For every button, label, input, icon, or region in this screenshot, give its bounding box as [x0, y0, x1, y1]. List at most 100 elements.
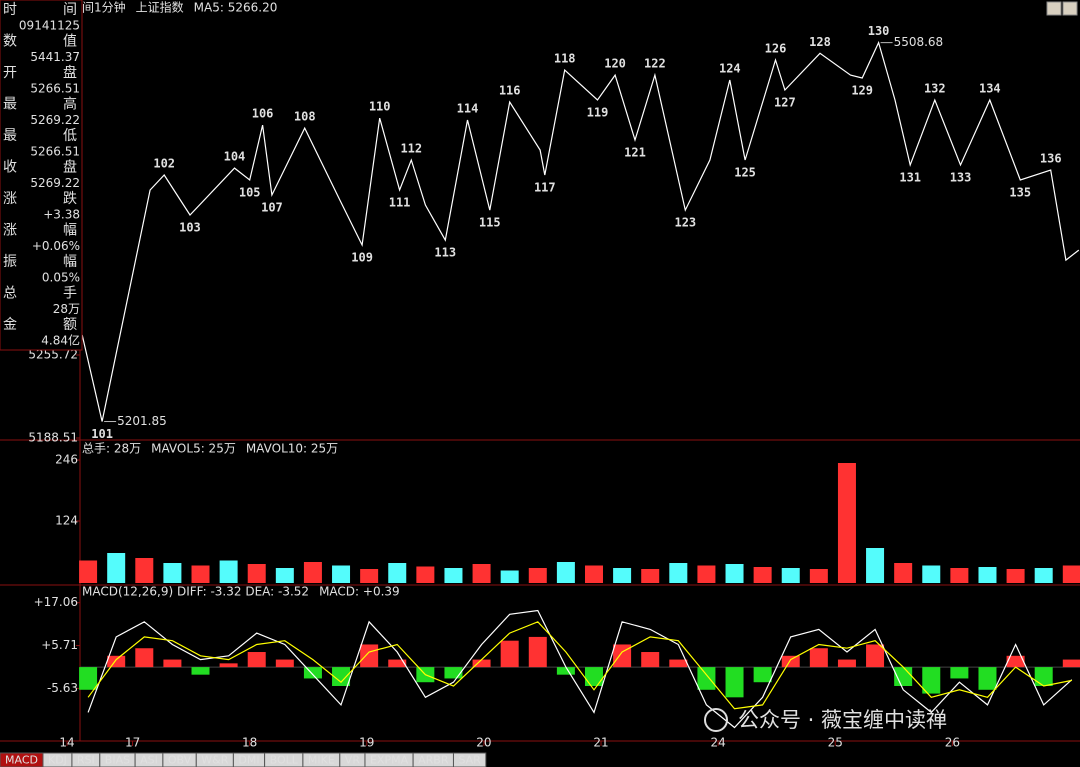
- macd-bar: [360, 644, 379, 668]
- macd-bar: [219, 663, 238, 668]
- tab-bg[interactable]: [452, 752, 487, 767]
- info-value: 5266.51: [30, 82, 80, 96]
- watermark: 公众号 · 薇宝缠中读禅: [704, 708, 947, 732]
- tab-label[interactable]: RSI: [77, 754, 95, 767]
- indicator-tab[interactable]: ASI: [134, 752, 164, 767]
- x-tick-label: 14: [59, 736, 74, 750]
- info-value: 5269.22: [30, 176, 80, 190]
- macd-bar: [613, 644, 632, 668]
- indicator-tab[interactable]: ARBR: [412, 752, 454, 767]
- info-value: 5266.51: [30, 145, 80, 159]
- tab-label[interactable]: OBV: [168, 754, 192, 767]
- indicator-tab[interactable]: W&R: [195, 752, 234, 767]
- panel-header: 总手: 28万: [82, 442, 141, 456]
- volume-bar: [753, 567, 772, 583]
- tab-label[interactable]: BIAS: [105, 754, 130, 767]
- indicator-tab[interactable]: OBV: [162, 752, 197, 767]
- x-tick-label: 18: [242, 736, 257, 750]
- wave-label: 120: [604, 57, 626, 71]
- tab-label[interactable]: MACD: [5, 754, 38, 767]
- macd-bar: [978, 667, 997, 690]
- icon[interactable]: [1062, 1, 1078, 16]
- icon[interactable]: [1046, 1, 1062, 16]
- tab-label[interactable]: MIKE: [308, 754, 335, 767]
- macd-bar: [669, 659, 688, 668]
- volume-bar: [641, 569, 660, 583]
- wave-label: 117: [534, 180, 556, 194]
- wave-label: 122: [644, 57, 666, 71]
- tab-label[interactable]: ARBR: [418, 754, 449, 767]
- tab-label[interactable]: KDJ: [48, 754, 67, 767]
- volume-bar: [472, 564, 491, 583]
- wave-label: 135: [1009, 186, 1031, 200]
- y-tick-label: +17.06: [34, 595, 78, 609]
- wave-label: 109: [351, 251, 373, 265]
- wave-label: 101: [91, 427, 113, 441]
- volume-bar: [1006, 569, 1025, 583]
- wave-label: 118: [554, 52, 576, 66]
- y-tick-label: -5.63: [47, 681, 78, 695]
- tab-label[interactable]: DMI: [238, 754, 259, 767]
- macd-bar: [837, 659, 856, 668]
- x-tick-label: 21: [593, 736, 608, 750]
- macd-bar: [191, 667, 210, 675]
- volume-bar: [894, 563, 913, 583]
- volume-bar: [303, 562, 322, 583]
- wave-label: 110: [369, 100, 391, 114]
- macd-bar: [584, 667, 603, 687]
- wave-label: 108: [294, 110, 316, 124]
- tab-label[interactable]: SAR: [458, 754, 481, 767]
- wave-label: 112: [400, 142, 422, 156]
- macd-bar: [79, 667, 98, 690]
- indicator-tab[interactable]: MIKE: [302, 752, 341, 767]
- macd-bar: [950, 667, 969, 679]
- macd-bar: [500, 640, 519, 668]
- wave-label: 133: [950, 170, 972, 184]
- indicator-tab[interactable]: MACD: [0, 752, 44, 767]
- volume-bar: [950, 568, 969, 583]
- volume-bar: [584, 565, 603, 583]
- indicator-tab[interactable]: RSI: [71, 752, 101, 767]
- volume-bar: [809, 569, 828, 583]
- macd-bar: [135, 648, 154, 668]
- wave-label: 123: [674, 216, 696, 230]
- tab-label[interactable]: VR: [345, 754, 361, 767]
- macd-bar: [247, 652, 266, 668]
- tab-label[interactable]: EXPMA: [370, 754, 409, 767]
- volume-bar: [247, 564, 266, 583]
- volume-bar: [79, 560, 98, 583]
- indicator-tab[interactable]: SAR: [452, 752, 487, 767]
- macd-line: [87, 609, 1073, 729]
- volume-bar: [360, 569, 379, 583]
- indicator-tab[interactable]: BIAS: [99, 752, 136, 767]
- indicator-tab[interactable]: EXPMA: [364, 752, 414, 767]
- macd-bar: [528, 636, 547, 668]
- info-value: 5269.22: [30, 113, 80, 127]
- macd-bar: [922, 667, 941, 694]
- wave-label: 132: [924, 82, 946, 96]
- tab-label[interactable]: BOLL: [270, 754, 299, 767]
- volume-bar: [781, 568, 800, 583]
- macd-bar: [781, 655, 800, 668]
- tab-label[interactable]: ASI: [140, 754, 158, 767]
- wave-label: 121: [624, 146, 646, 160]
- macd-bar: [697, 667, 716, 690]
- indicator-tab[interactable]: DMI: [232, 752, 266, 767]
- volume-bar: [669, 563, 688, 583]
- tab-label[interactable]: W&R: [201, 754, 228, 767]
- panel-header: MACD: +0.39: [319, 585, 400, 599]
- y-tick-label: 124: [55, 514, 78, 528]
- macd-bar: [388, 659, 407, 668]
- wave-label: 102: [153, 156, 175, 170]
- volume-bar: [107, 553, 126, 583]
- wave-label: 128: [809, 35, 831, 49]
- wave-label: 127: [774, 96, 796, 110]
- x-tick-label: 20: [476, 736, 491, 750]
- volume-bar: [837, 463, 856, 583]
- window-icons: [1046, 1, 1078, 16]
- indicator-tab[interactable]: BOLL: [264, 752, 304, 767]
- indicator-tab[interactable]: KDJ: [42, 752, 73, 767]
- macd-line: [87, 621, 1072, 710]
- indicator-tab[interactable]: VR: [339, 752, 366, 767]
- info-panel-bg: [0, 0, 83, 351]
